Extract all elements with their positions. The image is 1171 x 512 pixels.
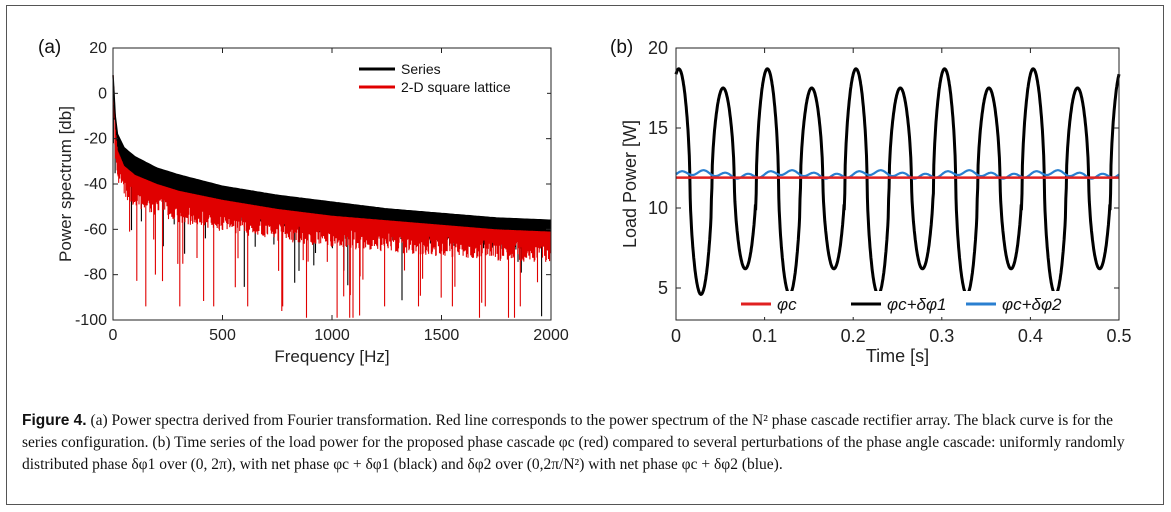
legend-label: Series: [401, 61, 441, 77]
x-tick-label: 2000: [533, 327, 569, 344]
legend: Series 2-D square lattice: [351, 56, 547, 98]
y-tick-label: -80: [84, 267, 107, 284]
y-tick-label: 0: [98, 85, 107, 102]
y-tick-label: 10: [648, 198, 668, 218]
plot-area-b: [675, 47, 1120, 321]
figure-caption: Figure 4. (a) Power spectra derived from…: [22, 410, 1142, 476]
x-tick-label: 0.5: [1106, 326, 1131, 346]
y-tick-label: -60: [84, 221, 107, 238]
chart-panel-a: (a) 0 500 1000 1500 2000 20 0 -20 -40 -60 -80 -100 F…: [38, 37, 569, 366]
x-tick-label: 0: [671, 326, 681, 346]
y-tick-label: -40: [84, 176, 107, 193]
legend-box: [731, 291, 1091, 317]
y-tick-label: -100: [75, 312, 107, 329]
legend-label: φc: [777, 295, 797, 314]
y-tick-label: 20: [648, 38, 668, 58]
x-tick-label: 0: [109, 327, 118, 344]
series-envelope-series: [112, 75, 552, 222]
x-tick-label: 1000: [314, 327, 350, 344]
x-tick-label: 500: [209, 327, 236, 344]
y-axis-label: Power spectrum [db]: [56, 106, 75, 262]
x-tick-label: 1500: [424, 327, 460, 344]
figure-frame: [6, 5, 1164, 505]
caption-label: Figure 4.: [22, 412, 87, 429]
x-axis-label: Time [s]: [866, 346, 929, 366]
legend-label: φc+δφ2: [1002, 295, 1062, 314]
x-tick-label: 0.4: [1018, 326, 1043, 346]
legend-box: [351, 56, 547, 98]
legend: φc φc+δφ1 φc+δφ2: [731, 291, 1091, 317]
y-tick-label: -20: [84, 131, 107, 148]
series-line-phi-c-plus-dphi1: [674, 67, 1121, 296]
y-tick-label: 20: [89, 40, 107, 57]
y-axis-label: Load Power [W]: [620, 120, 640, 248]
legend-label: φc+δφ1: [887, 295, 947, 314]
x-axis-label: Frequency [Hz]: [274, 347, 389, 366]
x-tick-label: 0.1: [752, 326, 777, 346]
chart-panel-b: (b) 0 0.1 0.2 0.3 0.4 0.5 20 15 10 5 Time [s] Load …: [610, 37, 1132, 366]
panel-b-label: (b): [610, 37, 633, 58]
y-tick-label: 5: [658, 278, 668, 298]
panel-a-label: (a): [38, 37, 61, 58]
x-tick-label: 0.2: [841, 326, 866, 346]
legend-label: 2-D square lattice: [401, 79, 511, 95]
series-line-phi-c-plus-dphi2: [675, 169, 1120, 180]
y-tick-label: 15: [648, 118, 668, 138]
caption-text: (a) Power spectra derived from Fourier t…: [22, 412, 1125, 473]
x-tick-label: 0.3: [929, 326, 954, 346]
series-line-2d-square-lattice: [112, 75, 552, 318]
